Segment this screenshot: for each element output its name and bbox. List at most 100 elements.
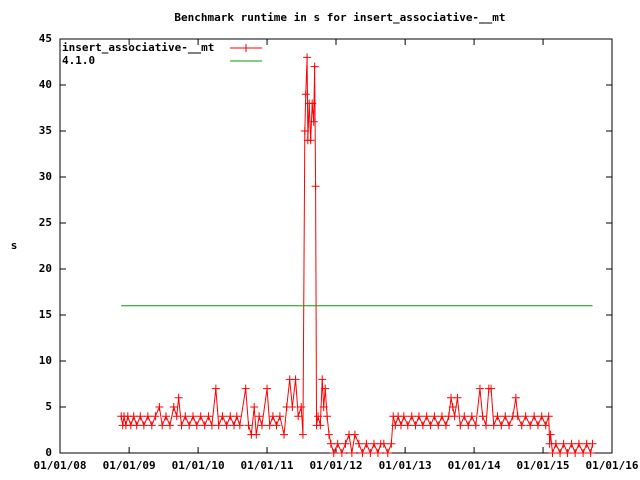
y-tick-label: 20: [39, 262, 52, 275]
point-marker: [358, 449, 367, 457]
y-tick-label: 40: [39, 78, 52, 91]
point-marker: [298, 430, 307, 439]
point-marker: [396, 421, 405, 430]
x-tick-label: 01/01/11: [241, 459, 294, 472]
point-marker: [174, 393, 183, 402]
point-marker: [207, 421, 216, 430]
point-marker: [537, 412, 546, 421]
point-marker: [548, 449, 557, 457]
point-marker: [326, 439, 335, 448]
point-marker: [275, 412, 284, 421]
point-marker: [294, 412, 303, 421]
point-marker: [263, 384, 272, 393]
point-marker: [437, 412, 446, 421]
point-marker: [155, 403, 164, 411]
point-marker: [559, 439, 568, 448]
point-marker: [387, 439, 396, 448]
point-marker: [222, 421, 231, 430]
point-marker: [151, 412, 160, 421]
point-marker: [541, 421, 550, 430]
x-tick-label: 01/01/08: [34, 459, 87, 472]
point-marker: [318, 375, 327, 384]
y-tick-label: 5: [45, 400, 52, 413]
point-marker: [579, 449, 588, 457]
y-tick-label: 15: [39, 308, 52, 321]
point-marker: [493, 412, 502, 421]
point-marker: [192, 421, 201, 430]
x-tick-label: 01/01/12: [310, 459, 363, 472]
point-marker: [467, 412, 476, 421]
point-marker: [301, 90, 310, 99]
series-line: [120, 57, 594, 455]
point-marker: [139, 421, 148, 430]
point-marker: [456, 421, 465, 430]
point-marker: [158, 421, 167, 430]
point-marker: [354, 439, 363, 448]
point-marker: [188, 412, 197, 421]
point-marker: [551, 439, 560, 448]
y-tick-label: 35: [39, 124, 52, 137]
point-marker: [147, 421, 156, 430]
point-marker: [235, 421, 244, 430]
point-marker: [297, 403, 306, 411]
point-marker: [303, 53, 312, 62]
point-marker: [347, 449, 356, 457]
point-marker: [291, 375, 300, 384]
point-marker: [232, 412, 241, 421]
point-marker: [505, 421, 514, 430]
point-marker: [300, 127, 309, 135]
y-axis-label: s: [11, 239, 18, 252]
point-marker: [450, 412, 459, 421]
x-tick-label: 01/01/15: [517, 459, 570, 472]
point-marker: [306, 136, 315, 145]
point-marker: [325, 430, 334, 439]
x-tick-label: 01/01/09: [103, 459, 156, 472]
point-marker: [588, 439, 597, 448]
point-marker: [441, 421, 450, 430]
point-marker: [471, 421, 480, 430]
point-marker: [497, 421, 506, 430]
point-marker: [350, 430, 359, 439]
point-marker: [489, 421, 498, 430]
point-marker: [475, 384, 484, 393]
point-marker: [369, 439, 378, 448]
point-marker: [407, 412, 416, 421]
point-marker: [418, 421, 427, 430]
point-marker: [379, 439, 388, 448]
point-marker: [341, 439, 350, 448]
point-marker: [308, 99, 317, 108]
point-marker: [329, 449, 338, 457]
point-marker: [218, 412, 227, 421]
point-marker: [321, 384, 330, 393]
point-marker: [310, 62, 319, 71]
point-marker: [511, 393, 520, 402]
point-marker: [464, 421, 473, 430]
point-marker: [136, 412, 145, 421]
point-marker: [434, 421, 443, 430]
chart-title: Benchmark runtime in s for insert_associ…: [174, 11, 505, 24]
point-marker: [366, 449, 375, 457]
point-marker: [204, 412, 213, 421]
point-marker: [272, 421, 281, 430]
x-tick-label: 01/01/10: [172, 459, 225, 472]
legend-marker: [242, 44, 250, 52]
point-marker: [411, 421, 420, 430]
point-marker: [165, 421, 174, 430]
point-marker: [181, 412, 190, 421]
point-marker: [143, 412, 152, 421]
y-tick-label: 0: [45, 446, 52, 459]
point-marker: [526, 421, 535, 430]
point-marker: [546, 430, 555, 439]
point-marker: [478, 412, 487, 421]
point-marker: [517, 421, 526, 430]
point-marker: [309, 117, 318, 126]
point-marker: [280, 430, 289, 439]
point-marker: [533, 421, 542, 430]
point-marker: [319, 403, 328, 411]
x-tick-label: 01/01/16: [586, 459, 639, 472]
point-marker: [257, 421, 266, 430]
point-marker: [244, 421, 253, 430]
point-marker: [177, 421, 186, 430]
